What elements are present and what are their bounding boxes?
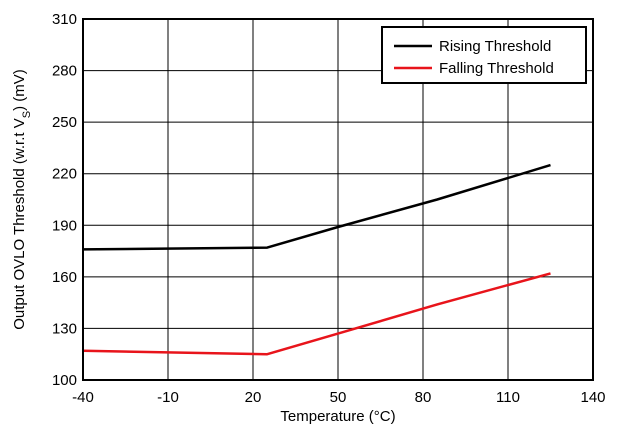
x-tick-label: 80 bbox=[415, 389, 432, 406]
y-tick-label: 160 bbox=[52, 269, 77, 286]
tick-labels: -40 -10 20 50 80 110 140 100 130 160 190 220 250 280 3… bbox=[52, 11, 606, 406]
series-lines bbox=[82, 163, 551, 356]
x-tick-label: 110 bbox=[496, 389, 520, 406]
y-tick-label: 100 bbox=[52, 372, 77, 389]
x-tick-label: 20 bbox=[245, 389, 262, 406]
y-tick-label: 250 bbox=[52, 114, 77, 131]
series-line-rising bbox=[82, 163, 551, 251]
x-tick-label: 50 bbox=[330, 389, 347, 406]
series-line-falling bbox=[82, 272, 551, 356]
x-tick-label: -10 bbox=[157, 389, 179, 406]
x-tick-label: -40 bbox=[72, 389, 94, 406]
x-tick-label: 140 bbox=[580, 389, 605, 406]
y-axis-title-main: Output OVLO Threshold (w.r.t V bbox=[11, 118, 28, 330]
y-tick-label: 220 bbox=[52, 166, 77, 183]
legend-label-rising: Rising Threshold bbox=[439, 38, 551, 55]
x-axis-title: Temperature (°C) bbox=[280, 408, 395, 425]
y-tick-label: 130 bbox=[52, 320, 77, 337]
legend: Rising Threshold Falling Threshold bbox=[381, 26, 587, 84]
legend-box bbox=[381, 26, 587, 84]
y-tick-label: 280 bbox=[52, 63, 77, 80]
legend-label-falling: Falling Threshold bbox=[439, 60, 554, 77]
y-tick-label: 310 bbox=[52, 11, 77, 28]
y-axis-title: Output OVLO Threshold (w.r.t VS) (mV) bbox=[11, 69, 33, 330]
plot-frame bbox=[82, 18, 594, 381]
y-axis-title-unit: ) (mV) bbox=[11, 69, 28, 111]
y-axis-title-subscript: S bbox=[21, 111, 33, 118]
y-tick-label: 190 bbox=[52, 217, 77, 234]
